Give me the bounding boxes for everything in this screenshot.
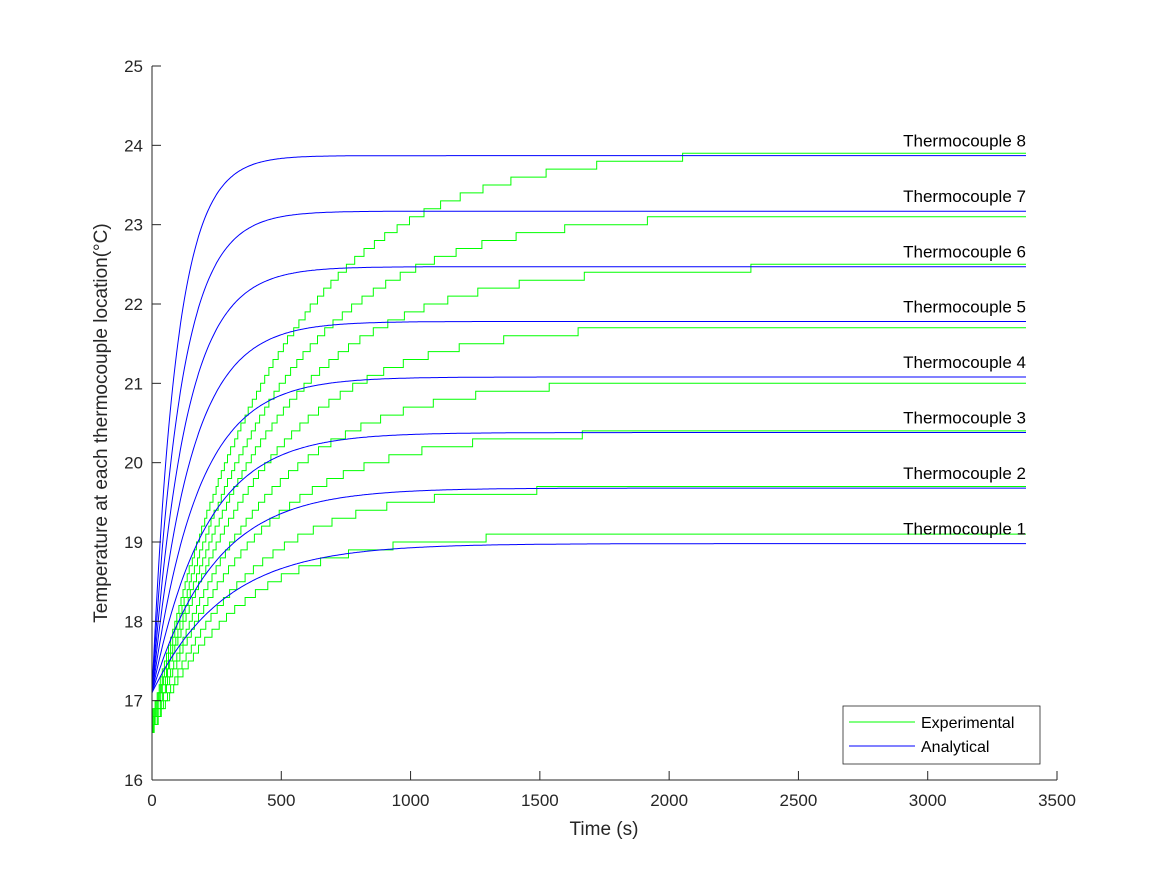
series-layer [151,152,1026,733]
legend-box [842,705,1041,765]
x-tick-label: 2000 [650,791,688,810]
x-tick-label: 3000 [909,791,947,810]
thermocouple-label-2: Thermocouple 2 [903,464,1026,483]
analytical-line-3 [151,432,1026,693]
x-tick-label: 1000 [392,791,430,810]
x-tick-label: 500 [267,791,295,810]
y-tick-label: 18 [124,612,143,631]
legend-label-experimental: Experimental [921,715,1014,732]
thermocouple-label-1: Thermocouple 1 [903,520,1026,539]
experimental-line-5 [152,327,1026,725]
series-labels: Thermocouple 1 Thermocouple 2 Thermocouple… [903,132,1026,539]
experimental-line-4 [152,382,1026,733]
thermocouple-label-8: Thermocouple 8 [903,132,1026,151]
thermocouple-label-7: Thermocouple 7 [903,187,1026,206]
thermocouple-label-3: Thermocouple 3 [903,409,1026,428]
ticks: 0 500 1000 1500 2000 2500 3000 3500 16 17 18 19 20 21… [124,57,1076,810]
thermocouple-label-6: Thermocouple 6 [903,243,1026,262]
x-axis-title: Time (s) [570,819,639,840]
x-tick-label: 0 [147,791,156,810]
y-axis-title: Temperature at each thermocouple locatio… [91,223,112,622]
y-tick-label: 16 [124,771,143,790]
thermocouple-label-4: Thermocouple 4 [903,353,1026,372]
y-tick-label: 21 [124,374,143,393]
y-tick-label: 20 [124,454,143,473]
y-tick-label: 22 [124,295,143,314]
x-tick-label: 1500 [521,791,559,810]
thermocouple-label-5: Thermocouple 5 [903,297,1026,316]
experimental-line-3 [152,430,1026,733]
x-tick-label: 3500 [1038,791,1076,810]
legend-label-analytical: Analytical [921,739,989,756]
y-tick-label: 25 [124,57,143,76]
legend: Experimental Analytical [842,705,1041,765]
analytical-line-6 [151,266,1026,693]
y-tick-label: 24 [124,136,143,155]
experimental-line-6 [152,263,1026,725]
analytical-line-8 [151,155,1026,693]
analytical-line-5 [151,321,1026,693]
y-tick-label: 17 [124,692,143,711]
analytical-line-4 [151,376,1026,693]
analytical-line-2 [151,487,1026,693]
x-tick-label: 2500 [780,791,818,810]
y-tick-label: 23 [124,216,143,235]
experimental-line-2 [152,486,1026,733]
axes [151,66,1057,781]
y-tick-label: 19 [124,533,143,552]
experimental-line-7 [152,216,1026,717]
experimental-line-8 [152,152,1026,717]
analytical-line-7 [151,210,1026,693]
experimental-line-1 [152,533,1026,733]
analytical-line-1 [151,543,1026,693]
